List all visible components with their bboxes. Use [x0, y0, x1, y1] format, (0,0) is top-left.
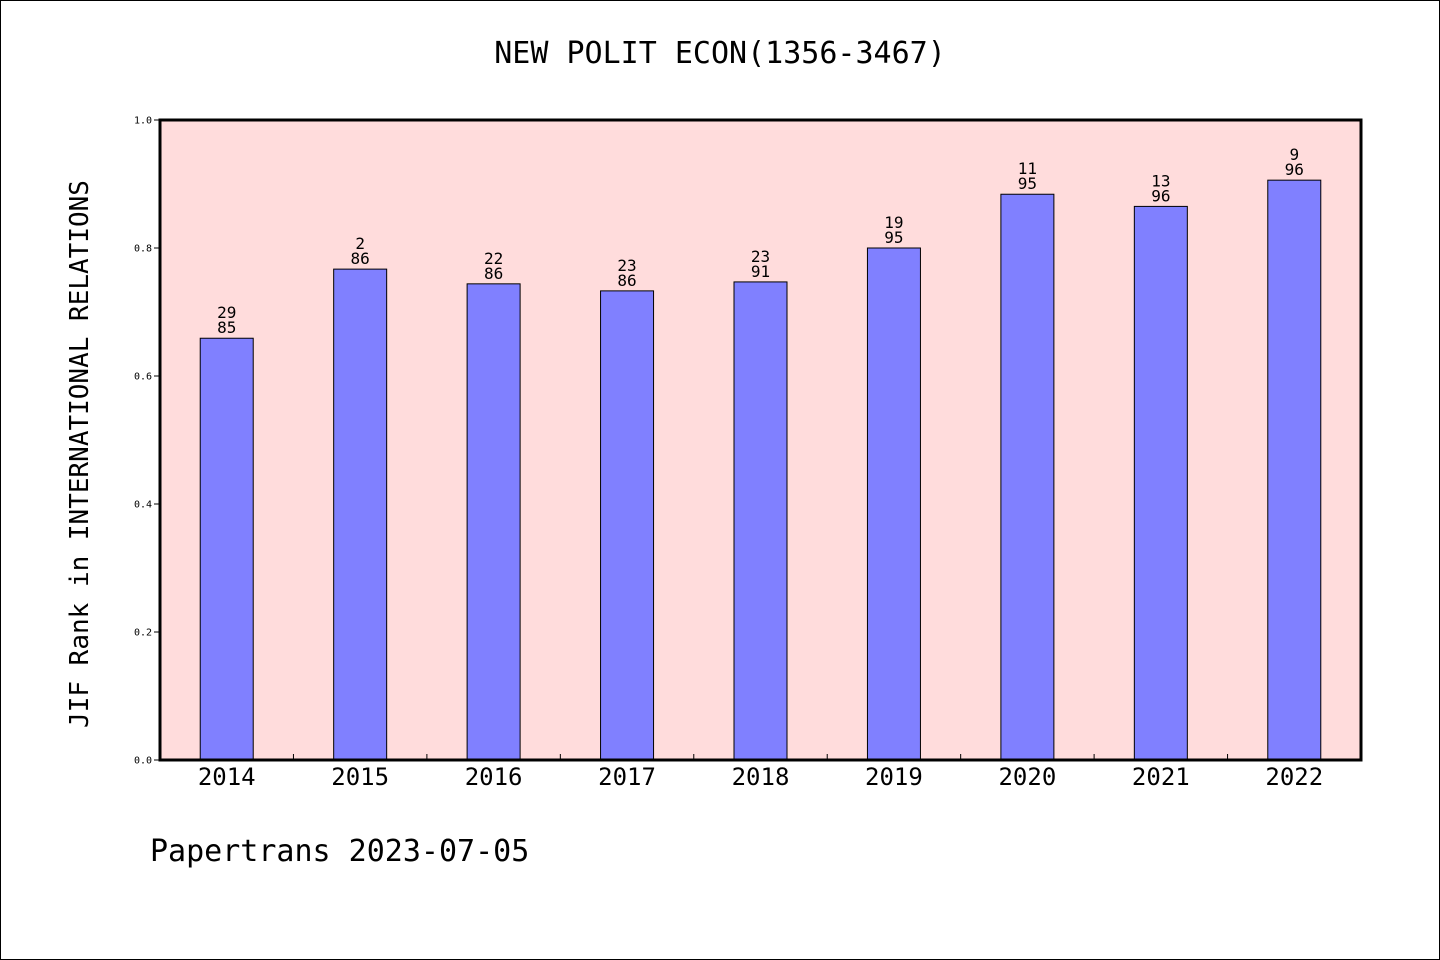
bar-2017: [600, 290, 655, 761]
y-tick-label: 0.6: [134, 372, 152, 383]
bar-label-total: 95: [884, 228, 903, 247]
x-tick-label: 2017: [598, 763, 656, 791]
footer-credit: Papertrans 2023-07-05: [150, 834, 530, 869]
bar-2019: [866, 247, 921, 761]
bar-label-total: 86: [351, 249, 370, 268]
bar-2018: [733, 281, 788, 761]
bar-label-total: 91: [751, 262, 770, 281]
bar-label-total: 96: [1151, 186, 1170, 205]
x-tick-label: 2021: [1132, 763, 1190, 791]
x-tick-label: 2022: [1265, 763, 1323, 791]
bar-2020: [1000, 193, 1055, 761]
bar-label-total: 95: [1018, 174, 1037, 193]
x-tick-label: 2014: [198, 763, 256, 791]
bar-label-total: 86: [617, 271, 636, 290]
x-tick-label: 2020: [998, 763, 1056, 791]
bar-2022: [1267, 179, 1322, 761]
bar-2021: [1133, 205, 1188, 761]
x-tick-label: 2016: [465, 763, 523, 791]
bar-label-rank: 11: [1018, 159, 1037, 178]
bar-label-rank: 29: [217, 303, 236, 322]
y-tick-label: 0.2: [134, 628, 152, 639]
bar-2015: [333, 268, 388, 761]
y-tick-label: 0.4: [134, 500, 152, 511]
bar-2014: [199, 337, 254, 761]
plot-border: [158, 118, 1363, 762]
chart-title: NEW POLIT ECON(1356-3467): [494, 36, 946, 71]
y-tick-label: 1.0: [134, 116, 152, 127]
bar-label-rank: 19: [884, 213, 903, 232]
x-tick-label: 2018: [732, 763, 790, 791]
bar-label-rank: 2: [355, 234, 365, 253]
bar-2016: [466, 283, 521, 761]
bar-label-total: 85: [217, 318, 236, 337]
bar-label-rank: 13: [1151, 171, 1170, 190]
x-tick-label: 2015: [331, 763, 389, 791]
y-tick-label: 0.8: [134, 244, 152, 255]
bar-label-rank: 9: [1289, 145, 1299, 164]
x-tick-label: 2019: [865, 763, 923, 791]
bar-label-total: 86: [484, 264, 503, 283]
bar-label-rank: 22: [484, 249, 503, 268]
bar-label-rank: 23: [751, 247, 770, 266]
bar-label-total: 96: [1285, 160, 1304, 179]
bar-label-rank: 23: [617, 256, 636, 275]
y-tick-label: 0.0: [134, 756, 152, 767]
